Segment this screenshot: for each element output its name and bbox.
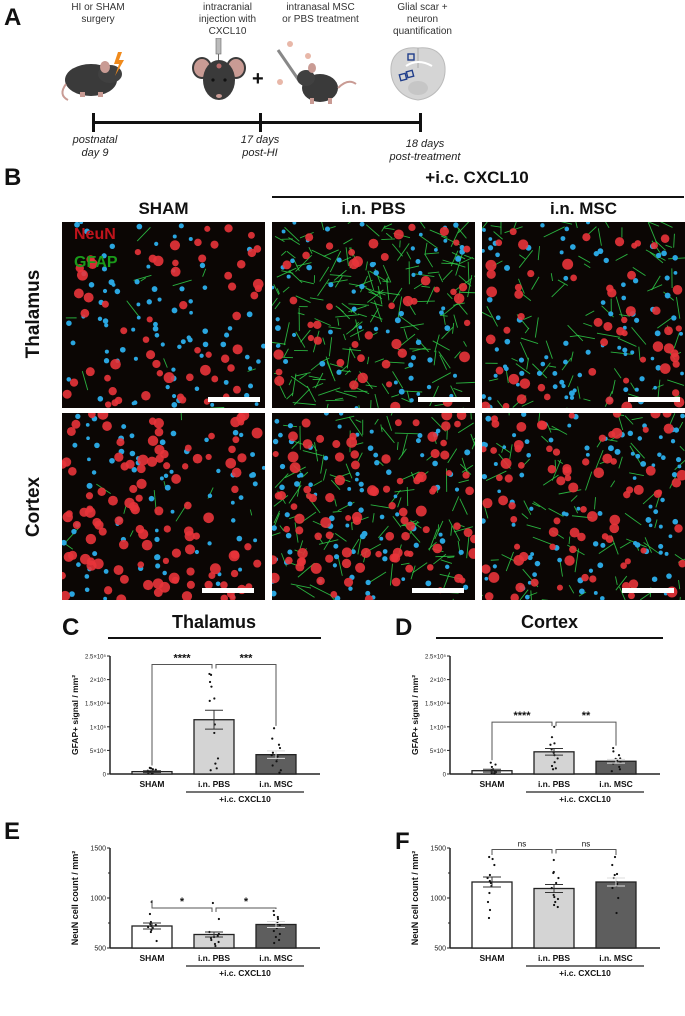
mouse-lightning-icon bbox=[61, 52, 124, 101]
column-title-msc: i.n. MSC bbox=[549, 199, 618, 218]
svg-text:5×10⁴: 5×10⁴ bbox=[430, 748, 447, 755]
chart-f-neun-cortex: 500 1000 1500 NeuN cell count / mm² SHAM i.n.… bbox=[410, 840, 660, 978]
micrograph-sham-cortex bbox=[62, 413, 265, 600]
svg-text:GFAP+ signal / mm²: GFAP+ signal / mm² bbox=[410, 675, 420, 755]
timeline-step-2-label: intracranial injection with CXCL10 bbox=[198, 2, 257, 37]
panel-label-b: B bbox=[4, 164, 22, 191]
svg-text:i.n. PBS: i.n. PBS bbox=[198, 779, 230, 789]
svg-text:1×10⁵: 1×10⁵ bbox=[90, 724, 107, 731]
scale-bar bbox=[628, 397, 680, 402]
svg-text:2.5×10⁵: 2.5×10⁵ bbox=[425, 654, 447, 661]
chart-c-title: Thalamus bbox=[171, 612, 257, 632]
svg-text:1000: 1000 bbox=[430, 896, 446, 903]
svg-text:2×10⁵: 2×10⁵ bbox=[430, 677, 447, 684]
chart-d-title-rule bbox=[436, 637, 663, 639]
svg-text:*: * bbox=[180, 896, 185, 908]
svg-text:+i.c. CXCL10: +i.c. CXCL10 bbox=[219, 968, 271, 978]
column-title-sham: SHAM bbox=[138, 199, 189, 218]
svg-text:***: *** bbox=[240, 652, 254, 664]
svg-text:i.n. PBS: i.n. PBS bbox=[538, 779, 570, 789]
svg-text:+i.c. CXCL10: +i.c. CXCL10 bbox=[559, 968, 611, 978]
svg-text:SHAM: SHAM bbox=[479, 953, 504, 963]
svg-text:NeuN cell count / mm²: NeuN cell count / mm² bbox=[410, 851, 420, 946]
chart-d-title: Cortex bbox=[520, 612, 578, 632]
svg-text:+i.c. CXCL10: +i.c. CXCL10 bbox=[559, 794, 611, 804]
svg-text:1.5×10⁵: 1.5×10⁵ bbox=[425, 701, 447, 708]
scale-bar bbox=[622, 588, 674, 593]
svg-text:0: 0 bbox=[103, 773, 107, 779]
svg-text:500: 500 bbox=[434, 946, 446, 953]
scale-bar bbox=[412, 588, 464, 593]
chart-c-gfap-thalamus: 0 5×10⁴ 1×10⁵ 1.5×10⁵ 2×10⁵ 2.5×10⁵ GFAP+ sign… bbox=[70, 652, 320, 804]
svg-text:i.n. MSC: i.n. MSC bbox=[599, 953, 633, 963]
micrograph-sham-thalamus: NeuN GFAP bbox=[62, 222, 265, 408]
svg-text:i.n. MSC: i.n. MSC bbox=[259, 953, 293, 963]
timeline-step-1-label: HI or SHAM surgery bbox=[71, 2, 125, 25]
mouse-injection-icon bbox=[192, 38, 246, 100]
svg-text:**: ** bbox=[582, 710, 591, 722]
svg-text:1500: 1500 bbox=[90, 846, 106, 853]
legend-gfap: GFAP bbox=[74, 254, 118, 271]
svg-text:i.n. PBS: i.n. PBS bbox=[538, 953, 570, 963]
panel-label-e: E bbox=[4, 818, 21, 845]
legend-neun: NeuN bbox=[74, 226, 116, 243]
chart-c-title-rule bbox=[108, 637, 321, 639]
svg-text:NeuN cell count / mm²: NeuN cell count / mm² bbox=[70, 851, 80, 946]
svg-text:SHAM: SHAM bbox=[139, 953, 164, 963]
group-header-cxcl10: +i.c. CXCL10 bbox=[425, 168, 529, 187]
timeline-tick-2 bbox=[259, 113, 262, 132]
micrograph-msc-thalamus bbox=[482, 222, 685, 408]
svg-text:1000: 1000 bbox=[90, 896, 106, 903]
svg-text:i.n. MSC: i.n. MSC bbox=[259, 779, 293, 789]
scale-bar bbox=[202, 588, 254, 593]
svg-text:5×10⁴: 5×10⁴ bbox=[90, 748, 107, 755]
micrograph-pbs-thalamus bbox=[272, 222, 475, 408]
timeline-time-1: postnatal day 9 bbox=[72, 134, 118, 159]
timeline-time-3: 18 days post-treatment bbox=[389, 138, 461, 163]
timeline-step-4-label: Glial scar + neuron quantification bbox=[393, 2, 452, 37]
svg-text:SHAM: SHAM bbox=[479, 779, 504, 789]
column-title-pbs: i.n. PBS bbox=[341, 199, 406, 218]
group-header-rule bbox=[272, 196, 684, 198]
scale-bar bbox=[208, 397, 260, 402]
svg-text:1×10⁵: 1×10⁵ bbox=[430, 724, 447, 731]
svg-text:SHAM: SHAM bbox=[139, 779, 164, 789]
svg-text:****: **** bbox=[173, 652, 191, 664]
brain-section-icon bbox=[390, 47, 446, 101]
panel-label-c: C bbox=[62, 614, 80, 641]
svg-text:0: 0 bbox=[443, 773, 447, 779]
svg-text:ns: ns bbox=[582, 840, 590, 849]
panel-label-a: A bbox=[4, 4, 22, 31]
svg-text:ns: ns bbox=[518, 840, 526, 849]
micrograph-msc-cortex bbox=[482, 413, 685, 600]
timeline-tick-1 bbox=[92, 113, 95, 132]
timeline-axis bbox=[93, 121, 421, 124]
svg-text:2.5×10⁵: 2.5×10⁵ bbox=[85, 654, 107, 661]
chart-d-gfap-cortex: 0 5×10⁴ 1×10⁵ 1.5×10⁵ 2×10⁵ 2.5×10⁵ GFAP+ sign… bbox=[410, 654, 660, 804]
panel-label-d: D bbox=[395, 614, 413, 641]
micrograph-pbs-cortex bbox=[272, 413, 475, 600]
svg-text:GFAP+ signal / mm²: GFAP+ signal / mm² bbox=[70, 675, 80, 755]
svg-text:+i.c. CXCL10: +i.c. CXCL10 bbox=[219, 794, 271, 804]
svg-text:i.n. PBS: i.n. PBS bbox=[198, 953, 230, 963]
svg-text:1500: 1500 bbox=[430, 846, 446, 853]
mouse-intranasal-icon bbox=[276, 41, 357, 104]
svg-text:500: 500 bbox=[94, 946, 106, 953]
svg-text:****: **** bbox=[513, 710, 531, 722]
svg-text:1.5×10⁵: 1.5×10⁵ bbox=[85, 701, 107, 708]
row-title-thalamus: Thalamus bbox=[23, 269, 44, 359]
row-title-cortex: Cortex bbox=[23, 476, 44, 538]
plus-sign: + bbox=[252, 68, 264, 90]
svg-text:*: * bbox=[244, 896, 249, 908]
svg-text:2×10⁵: 2×10⁵ bbox=[90, 677, 107, 684]
panel-label-f: F bbox=[395, 828, 410, 855]
timeline-step-3-label: intranasal MSC or PBS treatment bbox=[282, 2, 359, 25]
timeline-tick-3 bbox=[419, 113, 422, 132]
timeline-time-2: 17 days post-HI bbox=[240, 134, 280, 159]
scale-bar bbox=[418, 397, 470, 402]
chart-e-neun-thalamus: 500 1000 1500 NeuN cell count / mm² SHAM i.n.… bbox=[70, 846, 320, 978]
svg-text:i.n. MSC: i.n. MSC bbox=[599, 779, 633, 789]
